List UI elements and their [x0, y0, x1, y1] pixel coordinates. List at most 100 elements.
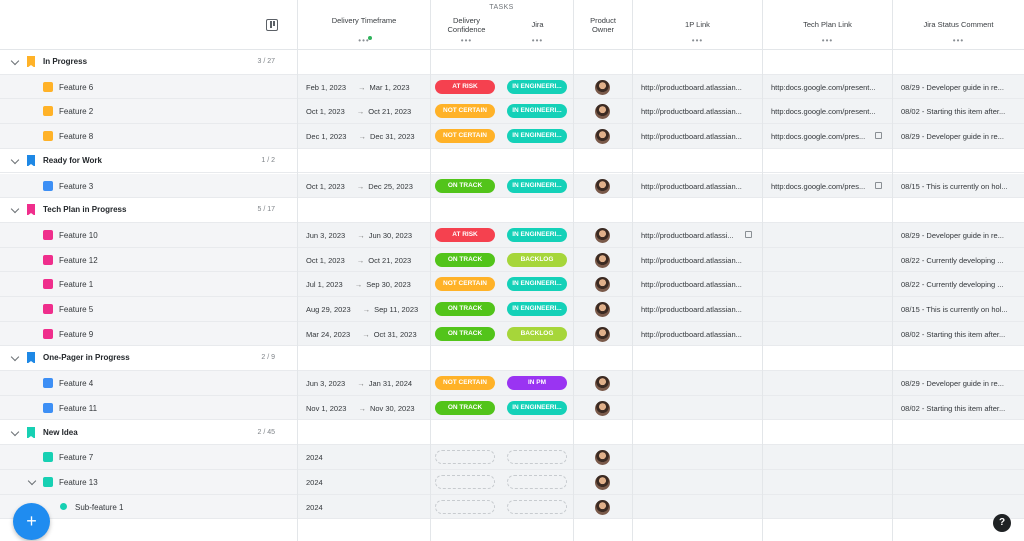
jira-status-comment[interactable]: 08/02 - Starting this item after... [901, 107, 1006, 117]
avatar[interactable] [595, 326, 610, 342]
chevron-down-icon[interactable] [27, 476, 37, 486]
feature-row[interactable]: Feature 4 Jun 3, 2023 → Jan 31, 2024 NOT CER… [0, 371, 1024, 396]
delivery-timeframe[interactable]: Oct 1, 2023 → Oct 21, 2023 [306, 256, 426, 265]
jira-empty[interactable] [507, 499, 567, 514]
column-layout-icon[interactable] [266, 19, 278, 31]
avatar[interactable] [595, 302, 610, 317]
delivery-timeframe[interactable]: 2024 [306, 478, 426, 487]
col-delivery-timeframe-menu-icon[interactable]: ••• [358, 36, 370, 45]
add-button[interactable]: + [13, 503, 50, 540]
col-1p-link[interactable]: 1P Link ••• [632, 0, 762, 50]
confidence-badge[interactable]: NOT CERTAIN [435, 104, 495, 119]
avatar[interactable] [595, 450, 610, 466]
col-tech-plan-link[interactable]: Tech Plan Link ••• [762, 0, 892, 50]
jira-status-badge[interactable]: IN ENGINEERI... [507, 178, 567, 193]
feature-name[interactable]: Feature 2 [59, 107, 94, 117]
1p-link[interactable]: http://productboard.atlassian... [641, 305, 742, 314]
delivery-timeframe[interactable]: Aug 29, 2023 → Sep 11, 2023 [306, 305, 426, 314]
1p-link[interactable]: http://productboard.atlassian... [641, 280, 742, 290]
feature-name[interactable]: Feature 13 [59, 477, 98, 487]
avatar[interactable] [595, 79, 610, 95]
confidence-badge[interactable]: NOT CERTAIN [435, 277, 495, 292]
confidence-badge[interactable]: ON TRACK [435, 326, 495, 341]
col-jira-status-comment-menu-icon[interactable]: ••• [952, 36, 965, 45]
col-product-owner[interactable]: Product Owner [573, 0, 632, 50]
jira-status-comment[interactable]: 08/15 - This is currently on hol... [901, 305, 1008, 314]
external-link-icon[interactable] [745, 230, 752, 238]
feature-name[interactable]: Feature 9 [59, 329, 94, 339]
feature-name[interactable]: Feature 12 [59, 255, 98, 265]
feature-row[interactable]: Feature 1 Jul 1, 2023 → Sep 30, 2023 NOT CER… [0, 272, 1024, 297]
tech-plan-link[interactable]: http:docs.google.com/pres... [771, 181, 866, 191]
jira-status-comment[interactable]: 08/29 - Developer guide in re... [901, 82, 1004, 92]
delivery-timeframe[interactable]: Oct 1, 2023 → Oct 21, 2023 [306, 107, 426, 116]
jira-status-comment[interactable]: 08/02 - Starting this item after... [901, 403, 1006, 413]
delivery-timeframe[interactable]: 2024 [306, 453, 426, 462]
confidence-badge[interactable]: ON TRACK [435, 252, 495, 267]
feature-row[interactable]: Feature 13 2024 [0, 469, 1024, 495]
feature-name[interactable]: Feature 7 [59, 453, 94, 463]
avatar[interactable] [595, 252, 610, 268]
jira-status-comment[interactable]: 08/02 - Starting this item after... [901, 329, 1006, 339]
avatar[interactable] [595, 376, 610, 392]
feature-name[interactable]: Feature 3 [59, 181, 94, 191]
jira-status-comment[interactable]: 08/29 - Developer guide in re... [901, 132, 1004, 142]
tech-plan-link[interactable]: http:docs.google.com/pres... [771, 132, 866, 142]
jira-status-badge[interactable]: IN ENGINEERI... [507, 400, 567, 415]
1p-link[interactable]: http://productboard.atlassi... [641, 230, 734, 240]
jira-empty[interactable] [507, 450, 567, 465]
delivery-timeframe[interactable]: Oct 1, 2023 → Dec 25, 2023 [306, 182, 426, 191]
confidence-badge[interactable]: ON TRACK [435, 302, 495, 316]
group-row[interactable]: In Progress 3 / 27 [0, 50, 1024, 75]
avatar[interactable] [595, 227, 610, 243]
sub-feature-name[interactable]: Sub-feature 1 [75, 502, 124, 512]
chevron-down-icon[interactable] [10, 56, 20, 66]
1p-link[interactable]: http://productboard.atlassian... [641, 255, 742, 265]
delivery-timeframe[interactable]: Dec 1, 2023 → Dec 31, 2023 [306, 132, 426, 141]
jira-status-badge[interactable]: IN ENGINEERI... [507, 79, 567, 94]
jira-status-comment[interactable]: 08/29 - Developer guide in re... [901, 379, 1004, 389]
feature-row[interactable]: Feature 11 Nov 1, 2023 → Nov 30, 2023 ON TRA… [0, 395, 1024, 421]
group-row[interactable]: One-Pager in Progress 2 / 9 [0, 346, 1024, 372]
col-delivery-confidence-menu-icon[interactable]: ••• [460, 36, 473, 45]
jira-status-comment[interactable]: 08/29 - Developer guide in re... [901, 230, 1004, 240]
confidence-badge[interactable]: ON TRACK [435, 400, 495, 415]
jira-status-comment[interactable]: 08/22 - Currently developing ... [901, 280, 1004, 290]
confidence-badge[interactable]: AT RISK [435, 79, 495, 94]
confidence-empty[interactable] [435, 499, 495, 514]
tech-plan-link[interactable]: http:docs.google.com/present... [771, 107, 876, 117]
jira-status-badge[interactable]: IN ENGINEERI... [507, 227, 567, 242]
1p-link[interactable]: http://productboard.atlassian... [641, 82, 742, 92]
delivery-timeframe[interactable]: Nov 1, 2023 → Nov 30, 2023 [306, 404, 426, 413]
jira-status-badge[interactable]: IN ENGINEERI... [507, 302, 567, 316]
delivery-timeframe[interactable]: Jul 1, 2023 → Sep 30, 2023 [306, 280, 426, 289]
feature-row[interactable]: Feature 3 Oct 1, 2023 → Dec 25, 2023 ON TRAC… [0, 173, 1024, 199]
avatar[interactable] [595, 129, 610, 145]
feature-row[interactable]: Feature 9 Mar 24, 2023 → Oct 31, 2023 ON TRA… [0, 321, 1024, 347]
tech-plan-link[interactable]: http:docs.google.com/present... [771, 82, 876, 92]
feature-row[interactable]: Feature 7 2024 [0, 445, 1024, 470]
delivery-timeframe[interactable]: Mar 24, 2023 → Oct 31, 2023 [306, 330, 426, 339]
avatar[interactable] [595, 277, 610, 293]
delivery-timeframe[interactable]: Jun 3, 2023 → Jan 31, 2024 [306, 379, 426, 388]
confidence-badge[interactable]: ON TRACK [435, 178, 495, 193]
jira-status-badge[interactable]: BACKLOG [507, 252, 567, 267]
col-delivery-confidence[interactable]: Delivery Confidence ••• [430, 0, 502, 50]
1p-link[interactable]: http://productboard.atlassian... [641, 181, 742, 191]
jira-status-comment[interactable]: 08/22 - Currently developing ... [901, 255, 1004, 265]
jira-status-badge[interactable]: IN ENGINEERI... [507, 104, 567, 119]
col-tech-plan-link-menu-icon[interactable]: ••• [821, 36, 834, 45]
feature-name[interactable]: Feature 11 [59, 403, 98, 413]
avatar[interactable] [595, 400, 610, 416]
1p-link[interactable]: http://productboard.atlassian... [641, 329, 742, 339]
jira-status-comment[interactable]: 08/15 - This is currently on hol... [901, 181, 1008, 191]
sub-feature-row[interactable]: Sub-feature 1 2024 [0, 494, 1024, 520]
feature-name[interactable]: Feature 1 [59, 280, 94, 290]
avatar[interactable] [595, 178, 610, 194]
feature-name[interactable]: Feature 4 [59, 379, 94, 389]
confidence-badge[interactable]: NOT CERTAIN [435, 376, 495, 391]
delivery-timeframe[interactable]: Feb 1, 2023 → Mar 1, 2023 [306, 83, 426, 92]
group-row[interactable]: Tech Plan in Progress 5 / 17 [0, 198, 1024, 223]
jira-status-badge[interactable]: IN ENGINEERI... [507, 277, 567, 292]
confidence-badge[interactable]: NOT CERTAIN [435, 129, 495, 144]
